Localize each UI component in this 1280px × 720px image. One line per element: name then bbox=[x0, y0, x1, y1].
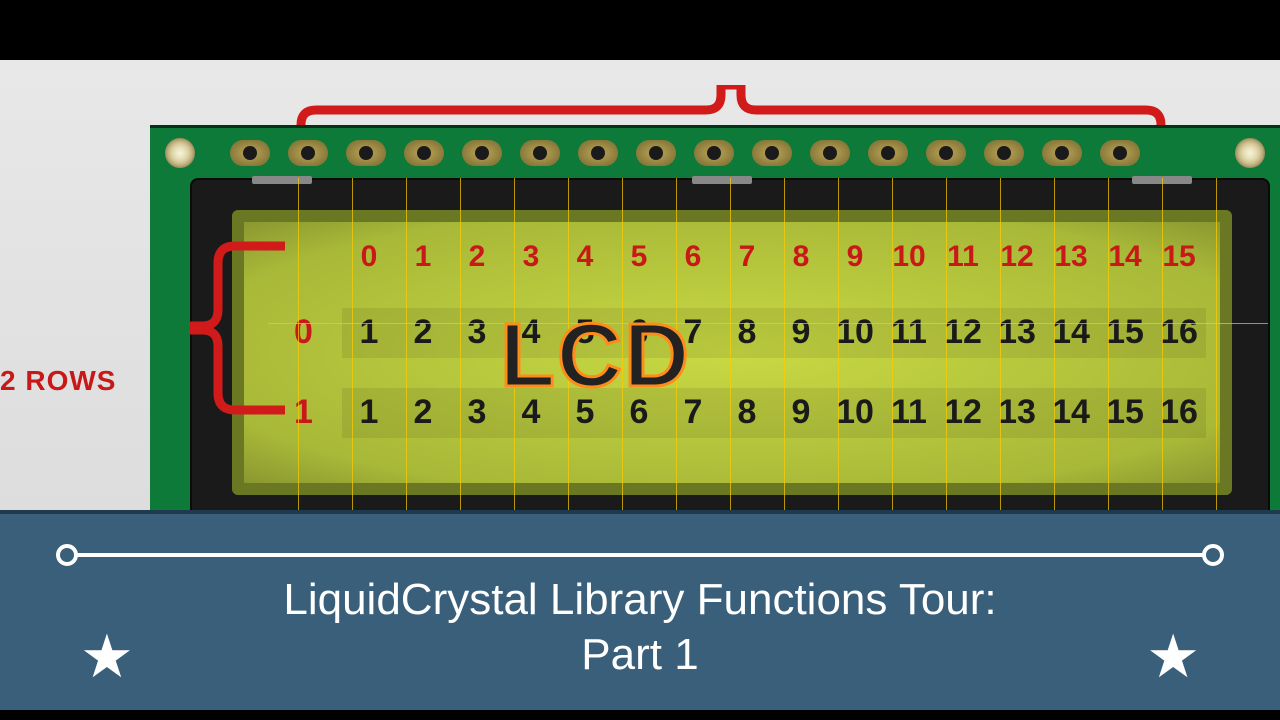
rows-count-label: 2 ROWS bbox=[0, 365, 116, 397]
column-index: 3 bbox=[504, 240, 558, 274]
column-index: 1 bbox=[396, 240, 450, 274]
lcd-cell: 2 bbox=[396, 313, 450, 352]
pin bbox=[288, 140, 328, 166]
pin bbox=[926, 140, 966, 166]
lcd-row-1: 12345678910111213141516 bbox=[342, 393, 1206, 432]
lcd-cell: 9 bbox=[774, 393, 828, 432]
pin bbox=[752, 140, 792, 166]
lcd-cell: 12 bbox=[936, 393, 990, 432]
lcd-cell: 16 bbox=[1152, 313, 1206, 352]
pin bbox=[694, 140, 734, 166]
lcd-cell: 1 bbox=[342, 393, 396, 432]
lcd-cell: 13 bbox=[990, 393, 1044, 432]
title-line-1: LiquidCrystal Library Functions Tour: bbox=[283, 575, 996, 624]
lcd-frame: 0123456789101112131415 0 1 1234567891011… bbox=[190, 178, 1270, 523]
lcd-cell: 8 bbox=[720, 313, 774, 352]
column-index: 14 bbox=[1098, 240, 1152, 274]
lcd-cell: 15 bbox=[1098, 313, 1152, 352]
title-text: LiquidCrystal Library Functions Tour: Pa… bbox=[0, 572, 1280, 682]
column-index: 5 bbox=[612, 240, 666, 274]
lcd-cell: 12 bbox=[936, 313, 990, 352]
column-index: 0 bbox=[342, 240, 396, 274]
column-index: 6 bbox=[666, 240, 720, 274]
pin-header-row bbox=[230, 140, 1140, 166]
column-index: 2 bbox=[450, 240, 504, 274]
title-divider bbox=[60, 544, 1220, 564]
column-index: 13 bbox=[1044, 240, 1098, 274]
column-index: 9 bbox=[828, 240, 882, 274]
lcd-cell: 14 bbox=[1044, 393, 1098, 432]
lcd-mount-tab bbox=[252, 176, 312, 184]
pin bbox=[578, 140, 618, 166]
mounting-hole bbox=[1235, 138, 1265, 168]
lcd-cell: 11 bbox=[882, 313, 936, 352]
row-index-label-0: 0 bbox=[294, 313, 313, 352]
lcd-cell: 10 bbox=[828, 393, 882, 432]
lcd-cell: 10 bbox=[828, 313, 882, 352]
pin bbox=[1042, 140, 1082, 166]
column-index: 4 bbox=[558, 240, 612, 274]
lcd-cell: 11 bbox=[882, 393, 936, 432]
lcd-cell: 15 bbox=[1098, 393, 1152, 432]
pin bbox=[346, 140, 386, 166]
pcb-board: 0123456789101112131415 0 1 1234567891011… bbox=[150, 125, 1280, 525]
row-index-label-1: 1 bbox=[294, 393, 313, 432]
column-index: 8 bbox=[774, 240, 828, 274]
lcd-cell: 3 bbox=[450, 313, 504, 352]
column-index-header: 0123456789101112131415 bbox=[342, 240, 1206, 274]
lcd-mount-tab bbox=[1132, 176, 1192, 184]
pin bbox=[230, 140, 270, 166]
star-icon: ★ bbox=[80, 622, 134, 692]
lcd-cell: 9 bbox=[774, 313, 828, 352]
title-line-2: Part 1 bbox=[581, 630, 698, 679]
title-banner: LiquidCrystal Library Functions Tour: Pa… bbox=[0, 510, 1280, 710]
lcd-mount-tab bbox=[692, 176, 752, 184]
pin bbox=[520, 140, 560, 166]
pin bbox=[462, 140, 502, 166]
pin bbox=[1100, 140, 1140, 166]
pin bbox=[984, 140, 1024, 166]
pin bbox=[868, 140, 908, 166]
lcd-cell: 16 bbox=[1152, 393, 1206, 432]
lcd-cell: 1 bbox=[342, 313, 396, 352]
lcd-row-0: 12345678910111213141516 bbox=[342, 313, 1206, 352]
lcd-cell: 2 bbox=[396, 393, 450, 432]
lcd-cell: 13 bbox=[990, 313, 1044, 352]
column-index: 15 bbox=[1152, 240, 1206, 274]
mounting-hole bbox=[165, 138, 195, 168]
pin bbox=[810, 140, 850, 166]
column-index: 10 bbox=[882, 240, 936, 274]
column-index: 11 bbox=[936, 240, 990, 274]
lcd-overlay-text: LCD bbox=[500, 305, 691, 408]
pin bbox=[404, 140, 444, 166]
column-index: 7 bbox=[720, 240, 774, 274]
pin bbox=[636, 140, 676, 166]
star-icon: ★ bbox=[1146, 622, 1200, 692]
lcd-cell: 3 bbox=[450, 393, 504, 432]
column-index: 12 bbox=[990, 240, 1044, 274]
lcd-cell: 8 bbox=[720, 393, 774, 432]
lcd-cell: 14 bbox=[1044, 313, 1098, 352]
canvas: 0123456789101112131415 0 1 1234567891011… bbox=[0, 60, 1280, 710]
